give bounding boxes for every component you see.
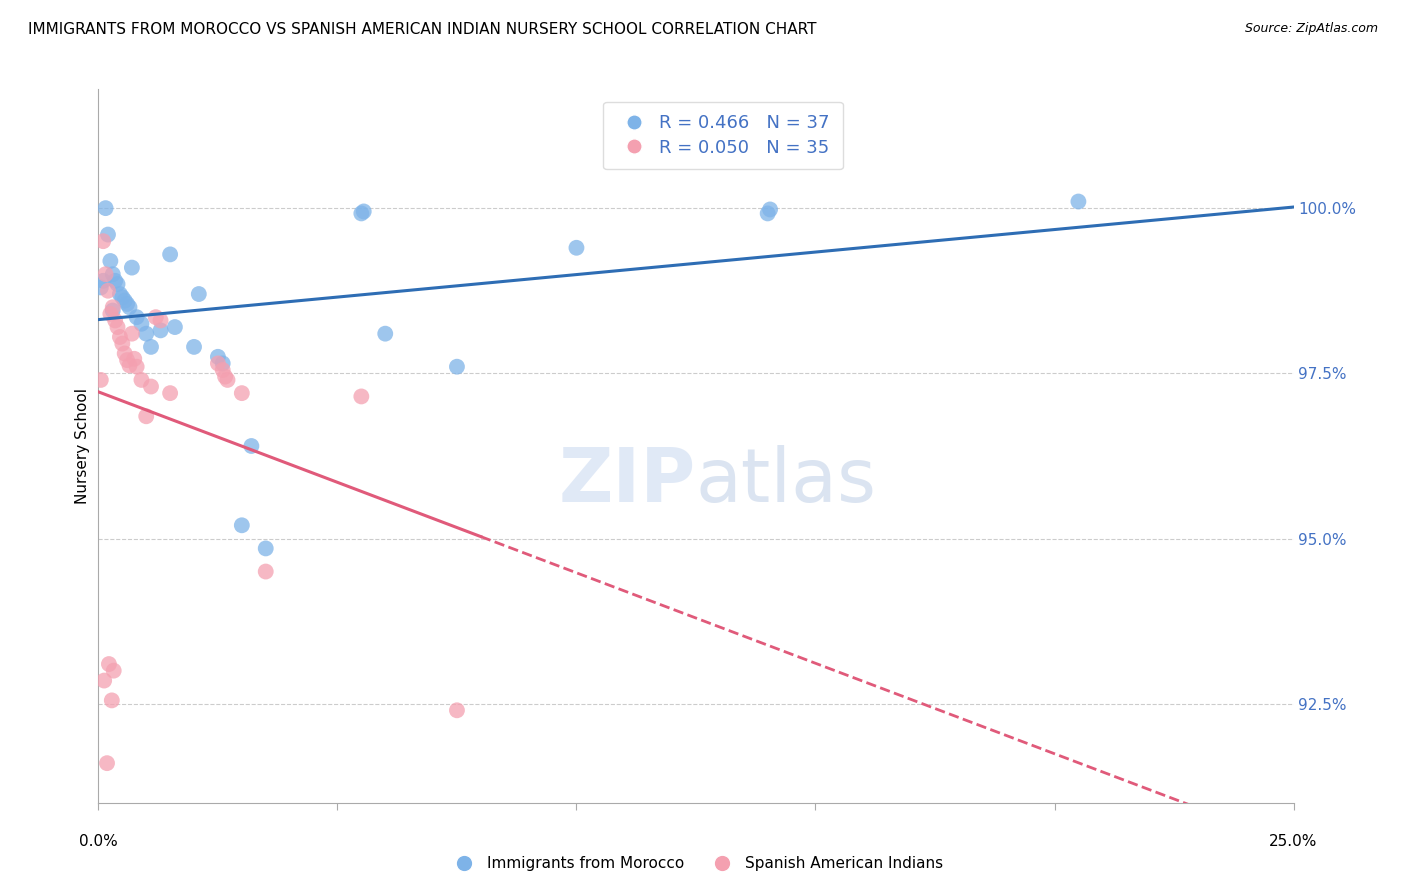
Text: Source: ZipAtlas.com: Source: ZipAtlas.com	[1244, 22, 1378, 36]
Point	[231, 518, 253, 533]
Point	[759, 202, 782, 217]
Point	[446, 703, 468, 717]
Point	[217, 373, 239, 387]
Point	[104, 313, 127, 327]
Point	[115, 353, 138, 368]
Point	[118, 359, 141, 373]
Point	[101, 267, 124, 281]
Text: IMMIGRANTS FROM MOROCCO VS SPANISH AMERICAN INDIAN NURSERY SCHOOL CORRELATION CH: IMMIGRANTS FROM MOROCCO VS SPANISH AMERI…	[28, 22, 817, 37]
Text: atlas: atlas	[696, 445, 877, 518]
Point	[159, 247, 181, 261]
Point	[108, 330, 131, 344]
Point	[101, 300, 124, 314]
Point	[94, 267, 117, 281]
Point	[149, 323, 172, 337]
Point	[565, 241, 588, 255]
Point	[149, 313, 172, 327]
Point	[111, 336, 134, 351]
Point	[187, 287, 209, 301]
Point	[121, 260, 143, 275]
Point	[115, 297, 138, 311]
Point	[96, 756, 118, 771]
Point	[91, 274, 114, 288]
Point	[240, 439, 263, 453]
Point	[103, 664, 125, 678]
Point	[374, 326, 396, 341]
Point	[101, 303, 124, 318]
Point	[231, 386, 253, 401]
Text: 25.0%: 25.0%	[1270, 834, 1317, 849]
Point	[211, 356, 233, 370]
Point	[139, 379, 162, 393]
Point	[446, 359, 468, 374]
Point	[254, 565, 277, 579]
Legend: Immigrants from Morocco, Spanish American Indians: Immigrants from Morocco, Spanish America…	[443, 850, 949, 877]
Point	[207, 356, 229, 370]
Point	[98, 307, 122, 321]
Point	[145, 310, 167, 325]
Point	[114, 346, 136, 360]
Point	[101, 693, 124, 707]
Point	[93, 673, 115, 688]
Point	[125, 310, 148, 325]
Point	[121, 326, 143, 341]
Point	[163, 320, 186, 334]
Point	[254, 541, 277, 556]
Text: ZIP: ZIP	[558, 445, 696, 518]
Point	[131, 373, 153, 387]
Point	[104, 274, 127, 288]
Point	[183, 340, 205, 354]
Point	[107, 277, 129, 292]
Point	[125, 359, 148, 374]
Y-axis label: Nursery School: Nursery School	[75, 388, 90, 504]
Point	[97, 227, 120, 242]
Point	[350, 206, 373, 220]
Text: 0.0%: 0.0%	[79, 834, 118, 849]
Point	[98, 254, 122, 268]
Point	[118, 300, 141, 314]
Point	[124, 351, 146, 366]
Point	[131, 317, 153, 331]
Point	[353, 204, 375, 219]
Point	[135, 409, 157, 424]
Point	[91, 234, 114, 248]
Point	[135, 326, 157, 341]
Point	[139, 340, 162, 354]
Point	[159, 386, 181, 401]
Point	[114, 293, 136, 308]
Point	[111, 290, 134, 304]
Point	[211, 363, 233, 377]
Point	[1067, 194, 1090, 209]
Point	[97, 657, 120, 671]
Point	[350, 389, 373, 403]
Point	[97, 284, 120, 298]
Point	[756, 206, 779, 220]
Point	[107, 320, 129, 334]
Point	[214, 369, 236, 384]
Point	[108, 287, 131, 301]
Point	[94, 201, 117, 215]
Point	[90, 373, 112, 387]
Point	[207, 350, 229, 364]
Point	[90, 280, 112, 294]
